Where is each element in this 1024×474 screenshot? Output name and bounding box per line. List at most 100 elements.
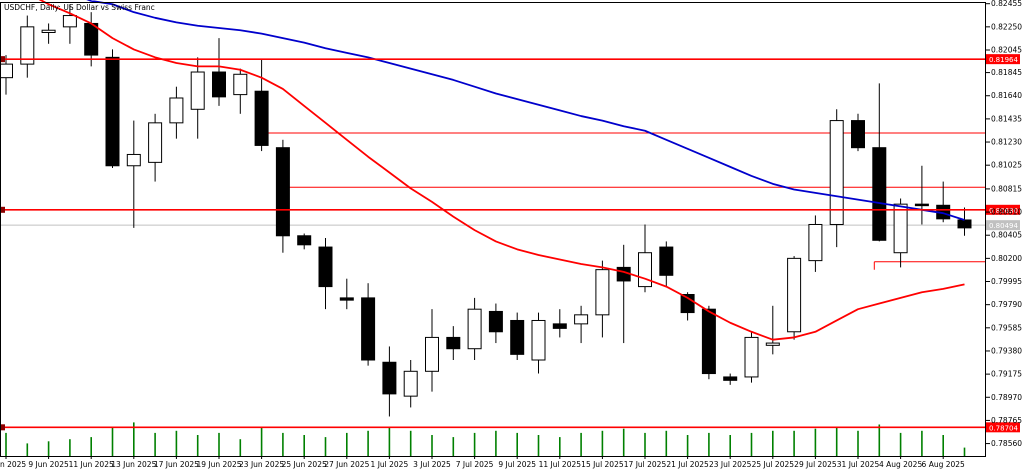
level-anchor: [0, 206, 5, 213]
candle-up: [62, 15, 77, 28]
candle-down: [552, 323, 567, 329]
candle-down: [297, 235, 312, 246]
candle-up: [744, 336, 759, 378]
ma-fast-line: [38, 0, 965, 341]
x-tick-label: 7 Jul 2025: [456, 460, 494, 469]
candle-up: [0, 63, 13, 79]
x-tick-label: 15 Jul 2025: [581, 460, 624, 469]
candle-up: [425, 336, 439, 372]
x-tick-label: 27 Jun 2025: [324, 460, 369, 469]
y-tick-label: 0.79790: [991, 300, 1022, 309]
y-tick-label: 0.79175: [991, 370, 1022, 379]
candle-up: [41, 29, 56, 33]
plot-frame: [0, 2, 986, 457]
candle-up: [148, 122, 163, 163]
y-tick-label: 0.79380: [991, 346, 1022, 355]
candle-down: [957, 219, 972, 229]
y-tick-label: 0.78765: [991, 416, 1022, 425]
candle-up: [233, 73, 248, 96]
y-tick-label: 0.78560: [991, 439, 1022, 448]
x-tick-label: 31 Jul 2025: [837, 460, 880, 469]
x-tick-label: 1 Jul 2025: [371, 460, 409, 469]
x-tick-label: 9 Jul 2025: [498, 460, 536, 469]
level-tag: [986, 54, 1020, 65]
candle-down: [701, 308, 716, 375]
level-tag: [986, 422, 1020, 433]
x-tick-label: 4 Aug 2025: [879, 460, 922, 469]
x-tick-label: 17 Jul 2025: [624, 460, 667, 469]
current-price-label: 0.80494: [989, 222, 1018, 230]
x-tick-label: 19 Jun 2025: [196, 460, 241, 469]
x-tick-label: 25 Jul 2025: [752, 460, 795, 469]
x-tick-label: 17 Jun 2025: [154, 460, 199, 469]
y-tick-label: 0.82250: [991, 22, 1022, 31]
candle-up: [467, 308, 482, 350]
y-tick-label: 0.79585: [991, 323, 1022, 332]
level-anchor: [0, 56, 5, 63]
candle-down: [446, 336, 461, 350]
candle-down: [872, 147, 887, 241]
candle-down: [254, 90, 269, 146]
candle-down: [723, 376, 738, 381]
candle-up: [808, 223, 823, 262]
candle-down: [361, 297, 376, 361]
candle-down: [275, 147, 290, 237]
y-tick-label: 0.80610: [991, 208, 1022, 217]
current-price-tag: [986, 220, 1020, 231]
x-tick-label: 5 Jun 2025: [0, 460, 26, 469]
candle-down: [339, 297, 354, 301]
candle-down: [105, 56, 120, 167]
candle-up: [169, 97, 184, 124]
level-anchor: [0, 424, 5, 431]
candle-up: [765, 342, 780, 346]
candle-down: [318, 246, 333, 288]
candle-down: [382, 361, 397, 395]
candle-up: [403, 370, 418, 397]
y-tick-label: 0.81230: [991, 138, 1022, 147]
y-tick-label: 0.81435: [991, 114, 1022, 123]
y-tick-label: 0.78970: [991, 393, 1022, 402]
y-tick-label: 0.81845: [991, 68, 1022, 77]
candle-up: [638, 252, 652, 288]
ma-slow-line: [86, 0, 965, 221]
candle-down: [914, 203, 929, 207]
candle-down: [84, 22, 99, 56]
x-tick-label: 21 Jul 2025: [666, 460, 709, 469]
candle-up: [574, 314, 589, 325]
x-tick-label: 11 Jul 2025: [539, 460, 582, 469]
y-tick-label: 0.81025: [991, 161, 1022, 170]
candle-up: [190, 71, 205, 110]
candle-up: [893, 203, 908, 254]
level-tag: [986, 204, 1020, 215]
candle-down: [212, 71, 226, 98]
candle-up: [787, 257, 802, 333]
x-tick-label: 29 Jul 2025: [794, 460, 837, 469]
y-tick-label: 0.80200: [991, 254, 1022, 263]
x-tick-label: 11 Jun 2025: [69, 460, 114, 469]
candle-down: [659, 246, 674, 276]
candle-down: [851, 120, 865, 149]
candle-up: [531, 319, 546, 361]
chart-title: USDCHF, Daily: US Dollar vs Swiss Franc: [4, 3, 155, 12]
level-tag-label: 0.78704: [989, 424, 1018, 432]
x-tick-label: 23 Jul 2025: [709, 460, 752, 469]
y-tick-label: 0.80815: [991, 184, 1022, 193]
candle-down: [510, 319, 525, 355]
y-tick-label: 0.81640: [991, 91, 1022, 100]
x-tick-label: 6 Aug 2025: [922, 460, 965, 469]
x-tick-label: 23 Jun 2025: [239, 460, 284, 469]
candle-up: [126, 153, 141, 167]
x-tick-label: 13 Jun 2025: [111, 460, 156, 469]
x-tick-label: 3 Jul 2025: [413, 460, 451, 469]
y-tick-label: 0.80405: [991, 231, 1022, 240]
candle-up: [829, 120, 844, 225]
x-tick-label: 9 Jun 2025: [28, 460, 69, 469]
y-tick-label: 0.79995: [991, 277, 1022, 286]
candle-down: [488, 310, 503, 333]
level-tag-label: 0.80630: [989, 207, 1018, 215]
candle-up: [20, 26, 35, 65]
y-tick-label: 0.82045: [991, 45, 1022, 54]
